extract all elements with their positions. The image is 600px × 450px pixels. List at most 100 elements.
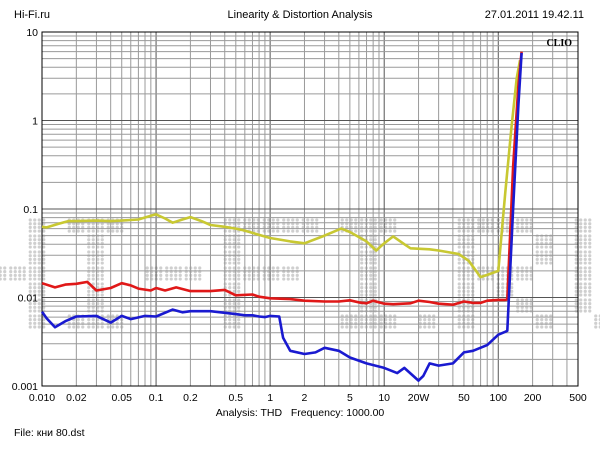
watermark-dot [267,229,271,233]
watermark-dot [477,229,481,233]
watermark-dot [466,277,470,281]
watermark-dot [91,261,95,265]
watermark-dot [388,318,392,322]
watermark-dot [481,266,485,270]
watermark-dot [373,325,377,329]
watermark-dot [96,229,100,233]
watermark-dot [228,302,232,306]
watermark-dot [42,250,46,254]
watermark-dot [588,305,592,309]
watermark-dot [33,309,37,313]
watermark-dot [583,305,587,309]
watermark-dot [237,273,241,277]
watermark-dot [529,302,533,306]
watermark-dot [223,302,227,306]
watermark-dot [193,273,197,277]
watermark-dot [228,218,232,222]
watermark-dot [91,257,95,261]
watermark-dot [18,273,22,277]
watermark-dot [9,270,13,274]
watermark-dot [516,218,520,222]
watermark-dot [37,282,41,286]
watermark-dot [579,270,583,274]
watermark-dot [237,289,241,293]
watermark-dot [510,289,514,293]
watermark-dot [295,273,299,277]
watermark-dot [42,266,46,270]
watermark-dot [583,261,587,265]
watermark-dot [111,325,115,329]
watermark-dot [466,293,470,297]
watermark-dot [18,277,22,281]
watermark-dot [37,241,41,245]
watermark-dot [91,273,95,277]
watermark-dot [574,229,578,233]
watermark-dot [237,286,241,290]
watermark-dot [28,261,32,265]
watermark-dot [247,273,251,277]
y-tick-label: 1 [32,116,38,128]
watermark-dot [223,325,227,329]
watermark-dot [349,325,353,329]
watermark-dot [574,257,578,261]
watermark-dot [360,298,364,302]
watermark-dot [360,286,364,290]
watermark-dot [588,238,592,242]
watermark-dot [457,298,461,302]
watermark-dot [594,325,598,329]
watermark-dot [3,270,7,274]
watermark-dot [315,229,319,233]
watermark-dot [42,245,46,249]
watermark-dot [37,266,41,270]
watermark-dot [574,293,578,297]
watermark-dot [540,238,544,242]
watermark-dot [477,277,481,281]
watermark-dot [520,277,524,281]
watermark-dot [360,273,364,277]
watermark-dot [193,266,197,270]
watermark-dot [579,234,583,238]
watermark-dot [237,277,241,281]
watermark-dot [418,318,422,322]
watermark-dot [516,273,520,277]
watermark-dot [291,218,295,222]
watermark-dot [223,282,227,286]
watermark-dot [286,218,290,222]
watermark-dot [360,266,364,270]
watermark-dot [22,273,26,277]
watermark-dot [232,229,236,233]
watermark-dot [33,314,37,318]
watermark-dot [579,229,583,233]
watermark-dot [360,257,364,261]
watermark-dot [106,325,110,329]
watermark-dot [588,245,592,249]
watermark-dot [423,325,427,329]
watermark-dot [373,238,377,242]
watermark-dot [96,318,100,322]
watermark-dot [354,218,358,222]
watermark-dot [3,266,7,270]
watermark-dot [3,273,7,277]
watermark-dot [87,277,91,281]
watermark-dot [466,286,470,290]
watermark-dot [42,298,46,302]
watermark-dot [529,266,533,270]
x-tick-label: 0.5 [228,392,243,404]
watermark-dot [457,293,461,297]
watermark-dot [28,234,32,238]
watermark-dot [174,273,178,277]
watermark-dot [520,273,524,277]
watermark-dot [100,325,104,329]
watermark-dot [33,218,37,222]
watermark-dot [100,293,104,297]
watermark-dot [583,298,587,302]
watermark-dot [369,261,373,265]
watermark-dot [516,302,520,306]
watermark-dot [360,289,364,293]
watermark-dot [96,286,100,290]
watermark-dot [583,266,587,270]
watermark-dot [42,318,46,322]
watermark-dot [33,250,37,254]
watermark-dot [33,245,37,249]
watermark-dot [525,273,529,277]
